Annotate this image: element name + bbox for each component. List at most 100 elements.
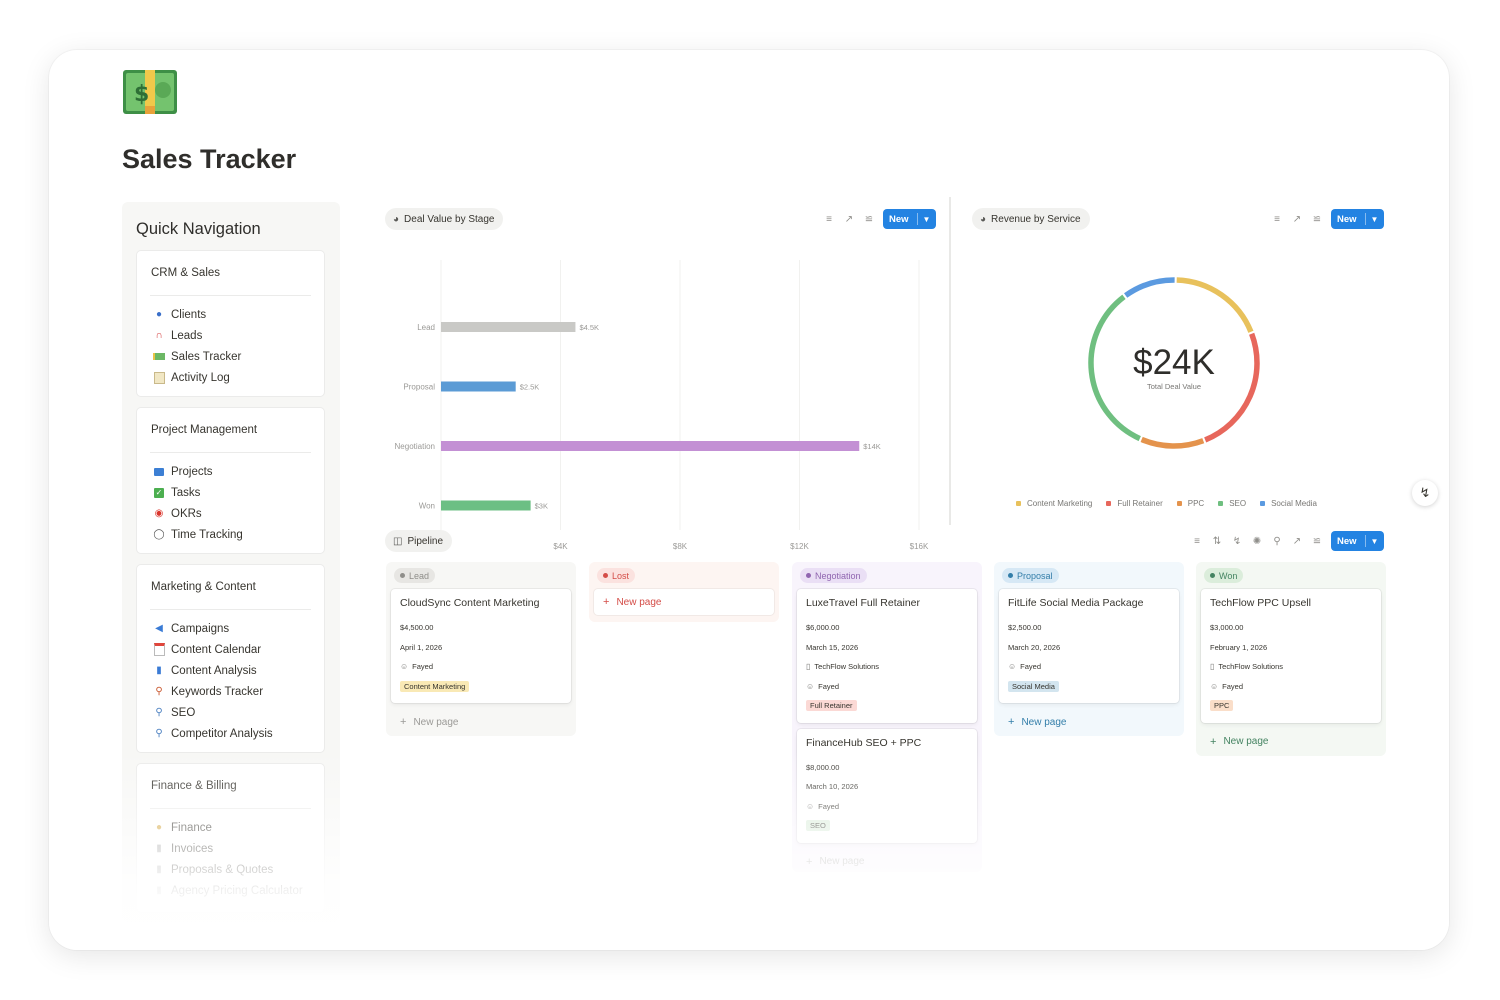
nav-item-label: OKRs — [171, 507, 202, 520]
deal-value-view-tab[interactable]: ◕ Deal Value by Stage — [385, 208, 504, 230]
nav-item-label: Content Calendar — [171, 643, 262, 656]
owner-name: Fayed — [1020, 662, 1042, 672]
calendar-icon — [153, 643, 165, 656]
plus-icon: + — [806, 855, 813, 868]
nav-item-clients[interactable]: ● Clients — [137, 304, 324, 325]
new-page-button[interactable]: + New page — [391, 709, 571, 735]
deal-card[interactable]: TechFlow PPC Upsell $3,000.00 February 1, … — [1201, 589, 1381, 723]
nav-item-agency-pricing-calculator[interactable]: ▮ Agency Pricing Calculator — [137, 880, 324, 901]
nav-item-keywords-tracker[interactable]: ⚲ Keywords Tracker — [137, 681, 324, 702]
settings-sliders-icon[interactable]: ≌ — [1312, 213, 1322, 225]
deal-service-row: Content Marketing — [400, 677, 562, 697]
nav-item-seo[interactable]: ⚲ SEO — [137, 702, 324, 723]
new-page-label: New page — [1223, 736, 1269, 747]
receipt-icon: ▮ — [156, 843, 162, 854]
category-label: Negotiation — [395, 442, 435, 451]
legend-item[interactable]: SEO — [1218, 499, 1246, 508]
new-page-button[interactable]: + New page — [797, 849, 977, 875]
chevron-down-icon[interactable]: ▼ — [922, 214, 931, 224]
owner-name: Fayed — [1222, 681, 1244, 691]
nav-item-tasks[interactable]: ✓ Tasks — [137, 482, 324, 503]
magnet-icon: ∩ — [155, 330, 163, 341]
new-button-label: New — [1337, 213, 1357, 225]
money-banknote-icon: $ — [123, 70, 177, 114]
nav-item-content-analysis[interactable]: ▮ Content Analysis — [137, 660, 324, 681]
nav-item-activity-log[interactable]: Activity Log — [137, 367, 324, 388]
expand-icon[interactable]: ↗ — [1292, 535, 1302, 547]
new-button-label: New — [1337, 535, 1357, 547]
expand-icon[interactable]: ↗ — [1292, 213, 1302, 225]
help-icon[interactable]: ↯ — [1412, 480, 1438, 506]
avatar: ☺ — [806, 681, 815, 691]
deal-card[interactable]: FinanceHub SEO + PPC $8,000.00 March 10, 2… — [797, 728, 977, 843]
deal-card[interactable]: LuxeTravel Full Retainer $6,000.00 March 1… — [797, 589, 977, 723]
pipeline-view-tab[interactable]: ◫ Pipeline — [385, 530, 453, 552]
deal-chart-new-button[interactable]: New ▼ — [883, 209, 937, 229]
nav-item-label: Keywords Tracker — [171, 685, 264, 698]
new-button-separator — [916, 213, 918, 225]
new-button-label: New — [889, 213, 909, 225]
nav-item-label: Activity Log — [171, 371, 230, 384]
new-page-button[interactable]: + New page — [1201, 729, 1381, 755]
new-page-button[interactable]: + New page — [999, 709, 1179, 735]
bar-lead[interactable] — [441, 322, 576, 332]
nav-item-leads[interactable]: ∩ Leads — [137, 325, 324, 346]
bar-won[interactable] — [441, 500, 531, 511]
legend-swatch — [1016, 501, 1021, 506]
deal-card[interactable]: CloudSync Content Marketing $4,500.00 Apri… — [391, 589, 571, 703]
nav-item-proposals-quotes[interactable]: ▮ Proposals & Quotes — [137, 859, 324, 880]
bar-negotiation[interactable] — [441, 441, 860, 451]
settings-sliders-icon[interactable]: ≌ — [1312, 535, 1322, 547]
chevron-down-icon[interactable]: ▼ — [1370, 214, 1379, 224]
revenue-chart-new-button[interactable]: New ▼ — [1331, 209, 1385, 229]
column-status-tag[interactable]: Proposal — [1002, 568, 1059, 583]
legend-item[interactable]: Social Media — [1260, 499, 1317, 508]
x-tick-label: $8K — [673, 542, 688, 551]
nav-item-okrs[interactable]: ◉ OKRs — [137, 503, 324, 524]
search-icon[interactable]: ⚲ — [1273, 535, 1281, 547]
column-status-tag[interactable]: Lost — [597, 568, 636, 583]
sort-icon[interactable]: ⇅ — [1212, 535, 1222, 547]
column-status-tag[interactable]: Negotiation — [800, 568, 867, 583]
x-tick-label: $4K — [553, 542, 568, 551]
deal-value-bar-chart: $0$4K$8K$12K$16KLead$4.5KProposal$2.5KNe… — [395, 260, 929, 551]
new-page-button[interactable]: + New page — [594, 589, 774, 615]
donut-slice-seo[interactable] — [1088, 294, 1141, 442]
pipeline-new-button[interactable]: New ▼ — [1331, 531, 1385, 551]
donut-slice-ppc[interactable] — [1140, 436, 1205, 449]
nav-item-time-tracking[interactable]: ◯ Time Tracking — [137, 524, 324, 545]
filter-icon[interactable]: ≡ — [1194, 535, 1200, 547]
donut-slice-social-media[interactable] — [1124, 277, 1175, 298]
donut-slice-full-retainer[interactable] — [1204, 332, 1260, 443]
service-tag: Content Marketing — [400, 680, 470, 692]
legend-item[interactable]: Full Retainer — [1106, 499, 1163, 508]
column-status-tag[interactable]: Lead — [394, 568, 436, 583]
chevron-down-icon[interactable]: ▼ — [1370, 536, 1379, 546]
nav-item-invoices[interactable]: ▮ Invoices — [137, 838, 324, 859]
bar-proposal[interactable] — [441, 381, 516, 392]
nav-item-campaigns[interactable]: ◀ Campaigns — [137, 618, 324, 639]
column-status-tag[interactable]: Won — [1204, 568, 1244, 583]
filter-icon[interactable]: ≡ — [826, 213, 832, 225]
lightning-icon[interactable]: ↯ — [1232, 535, 1242, 547]
nav-item-finance[interactable]: ● Finance — [137, 817, 324, 838]
nav-item-sales-tracker[interactable]: Sales Tracker — [137, 346, 324, 367]
deal-value: $6,000.00 — [806, 623, 840, 633]
donut-slice-content-marketing[interactable] — [1176, 277, 1254, 333]
divider — [150, 295, 311, 296]
deal-client: ▯ TechFlow Solutions — [806, 657, 968, 677]
revenue-view-tab[interactable]: ◕ Revenue by Service — [972, 208, 1090, 230]
nav-item-competitor-analysis[interactable]: ⚲ Competitor Analysis — [137, 723, 324, 744]
expand-icon[interactable]: ↗ — [844, 213, 854, 225]
settings-sliders-icon[interactable]: ≌ — [864, 213, 874, 225]
deal-card[interactable]: FitLife Social Media Package $2,500.00 Mar… — [999, 589, 1179, 703]
new-page-label: New page — [1021, 716, 1067, 728]
automation-icon[interactable]: ✺ — [1252, 535, 1262, 547]
nav-group-title: Finance & Billing — [151, 780, 237, 792]
legend-item[interactable]: Content Marketing — [1016, 499, 1092, 508]
filter-icon[interactable]: ≡ — [1274, 213, 1280, 225]
nav-item-projects[interactable]: Projects — [137, 461, 324, 482]
deal-owner: ☺ Fayed — [806, 797, 968, 817]
nav-item-content-calendar[interactable]: Content Calendar — [137, 639, 324, 660]
legend-item[interactable]: PPC — [1176, 499, 1204, 508]
